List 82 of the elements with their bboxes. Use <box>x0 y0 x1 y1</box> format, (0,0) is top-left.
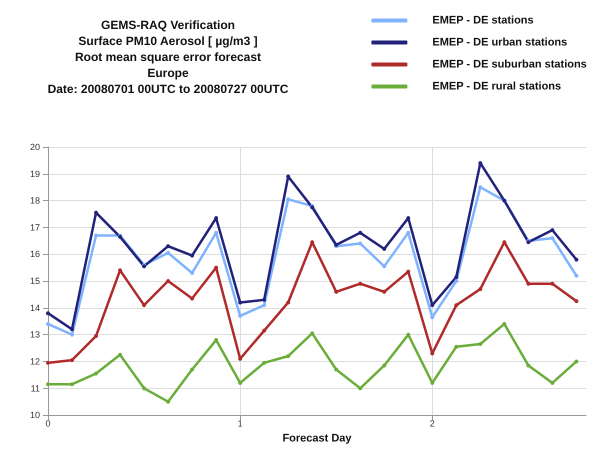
point <box>166 244 170 248</box>
point <box>382 290 386 294</box>
point <box>46 382 50 386</box>
point <box>286 300 290 304</box>
point <box>166 250 170 255</box>
y-tick-label: 19 <box>30 168 40 179</box>
point <box>286 174 290 178</box>
legend-label: EMEP - DE rural stations <box>432 80 562 92</box>
x-tick-label: 2 <box>430 418 435 429</box>
point <box>478 287 482 292</box>
point <box>262 298 266 302</box>
point <box>46 311 50 316</box>
point <box>70 358 74 362</box>
y-tick-label: 10 <box>30 410 40 420</box>
point <box>142 386 146 390</box>
point <box>142 303 146 308</box>
point <box>334 368 338 372</box>
point <box>190 368 194 372</box>
point <box>358 242 362 246</box>
y-tick-label: 17 <box>30 222 40 232</box>
point <box>358 386 362 390</box>
point <box>526 282 530 286</box>
point <box>238 380 242 385</box>
x-axis-title: Forecast Day <box>282 432 352 444</box>
line-series <box>46 161 578 332</box>
point <box>238 314 242 318</box>
y-tick-label: 14 <box>30 302 40 313</box>
y-tick-label: 16 <box>30 249 40 260</box>
point <box>262 303 266 308</box>
point <box>550 380 554 385</box>
x-tick-label: 1 <box>238 418 243 429</box>
point <box>70 382 74 386</box>
point <box>214 230 218 235</box>
legend-label: EMEP - DE stations <box>432 14 534 26</box>
point <box>382 364 386 368</box>
point <box>454 279 458 284</box>
point <box>118 352 122 357</box>
point <box>454 344 458 349</box>
point <box>310 331 314 336</box>
point <box>166 400 170 404</box>
point <box>286 354 290 358</box>
point <box>46 360 50 365</box>
point <box>94 233 98 238</box>
point <box>94 334 98 338</box>
point <box>262 360 266 365</box>
x-tick-label: 0 <box>45 418 51 429</box>
y-tick-label: 15 <box>30 276 40 286</box>
y-tick-label: 13 <box>30 330 40 340</box>
point <box>358 230 362 235</box>
point <box>478 185 482 190</box>
y-tick-label: 11 <box>30 383 40 394</box>
point <box>358 282 362 286</box>
point <box>454 303 458 308</box>
y-tick-label: 18 <box>30 196 40 206</box>
y-tick-label: 12 <box>30 356 40 366</box>
point <box>190 254 194 258</box>
point <box>550 282 554 286</box>
point <box>238 300 242 304</box>
chart-title: GEMS-RAQ Verification Surface PM10 Aerosol [ µg/m3 ] Root mean square error forecast Europe Date: 20080701 00UTC to 20080727 00UTC <box>48 18 289 96</box>
point <box>502 322 506 326</box>
point <box>262 328 266 333</box>
point <box>46 322 50 326</box>
point <box>70 332 74 337</box>
point <box>94 372 98 376</box>
point <box>286 197 290 202</box>
point <box>574 359 578 364</box>
point <box>166 279 170 284</box>
point <box>550 236 554 240</box>
point <box>454 275 458 280</box>
legend-label: EMEP - DE suburban stations <box>432 58 587 70</box>
point <box>190 296 194 300</box>
point <box>574 274 578 278</box>
legend-label: EMEP - DE urban stations <box>432 36 568 48</box>
point <box>574 258 578 262</box>
point <box>382 246 386 251</box>
point <box>334 290 338 294</box>
point <box>382 264 386 268</box>
point <box>478 342 482 346</box>
point <box>574 299 578 304</box>
point <box>526 364 530 368</box>
point <box>550 228 554 232</box>
y-tick-label: 20 <box>30 142 40 152</box>
